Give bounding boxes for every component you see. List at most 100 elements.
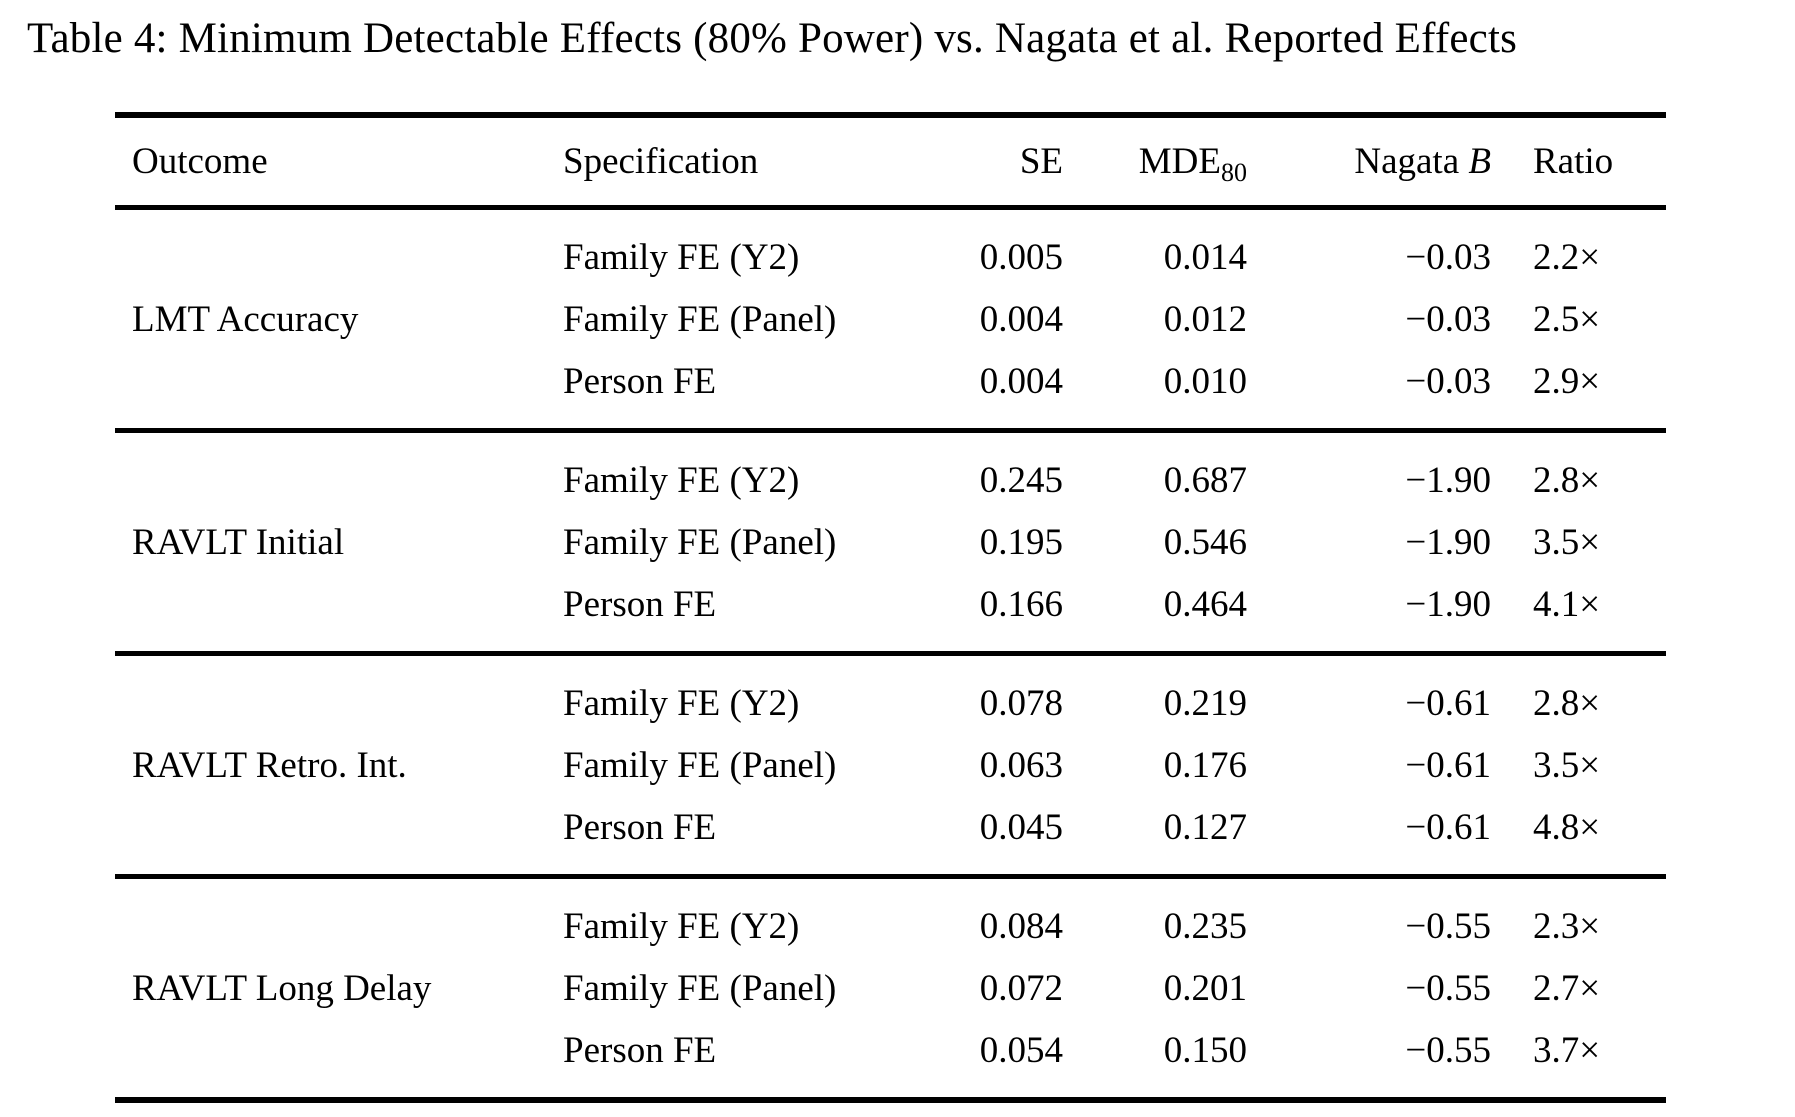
table-caption: Table 4: Minimum Detectable Effects (80%…	[27, 15, 1518, 62]
cell-se: 0.054	[979, 1029, 1063, 1071]
cell-specification: Family FE (Y2)	[563, 905, 800, 947]
outcome-label: LMT Accuracy	[132, 298, 359, 340]
mde-table: Outcome Specification SE MDE80 Nagata B …	[115, 112, 1666, 1103]
cell-mde80: 0.546	[1163, 521, 1247, 563]
outcome-label: RAVLT Long Delay	[132, 967, 432, 1009]
cell-nagata-b: −0.61	[1405, 806, 1491, 848]
cell-ratio: 4.1×	[1533, 583, 1601, 625]
cell-se: 0.078	[979, 682, 1063, 724]
table-row: Family FE (Panel) 0.063 0.176 −0.61 3.5×	[545, 734, 1666, 796]
cell-specification: Person FE	[563, 360, 717, 402]
cell-nagata-b: −1.90	[1405, 521, 1491, 563]
cell-specification: Person FE	[563, 583, 717, 625]
cell-mde80: 0.687	[1163, 459, 1247, 501]
table-row: Person FE 0.054 0.150 −0.55 3.7×	[545, 1019, 1666, 1081]
cell-ratio: 2.3×	[1533, 905, 1601, 947]
column-header-ratio: Ratio	[1533, 141, 1614, 182]
column-header-nagata-b: Nagata B	[1247, 140, 1491, 183]
cell-specification: Family FE (Y2)	[563, 682, 800, 724]
top-rule	[115, 112, 1666, 118]
group-separator-rule	[115, 428, 1666, 433]
cell-specification: Family FE (Panel)	[563, 521, 837, 563]
cell-specification: Family FE (Panel)	[563, 744, 837, 786]
cell-specification: Family FE (Y2)	[563, 236, 800, 278]
cell-se: 0.045	[979, 806, 1063, 848]
table-row: Person FE 0.166 0.464 −1.90 4.1×	[545, 573, 1666, 635]
cell-nagata-b: −1.90	[1405, 583, 1491, 625]
cell-se: 0.005	[979, 236, 1063, 278]
cell-mde80: 0.219	[1163, 682, 1247, 724]
cell-nagata-b: −0.55	[1405, 905, 1491, 947]
cell-specification: Family FE (Panel)	[563, 298, 837, 340]
column-header-se: SE	[1019, 141, 1063, 182]
cell-se: 0.084	[979, 905, 1063, 947]
cell-mde80: 0.201	[1163, 967, 1247, 1009]
cell-mde80: 0.464	[1163, 583, 1247, 625]
cell-ratio: 3.7×	[1533, 1029, 1601, 1071]
cell-ratio: 2.5×	[1533, 298, 1601, 340]
table-row: Family FE (Panel) 0.004 0.012 −0.03 2.5×	[545, 288, 1666, 350]
cell-specification: Family FE (Y2)	[563, 459, 800, 501]
group-separator-rule	[115, 874, 1666, 879]
cell-mde80: 0.014	[1163, 236, 1247, 278]
outcome-label: RAVLT Initial	[132, 521, 345, 563]
cell-nagata-b: −0.55	[1405, 1029, 1491, 1071]
cell-se: 0.072	[979, 967, 1063, 1009]
cell-ratio: 4.8×	[1533, 806, 1601, 848]
header-row: Outcome Specification SE MDE80 Nagata B …	[115, 118, 1666, 205]
column-header-specification: Specification	[563, 141, 759, 182]
header-separator-rule	[115, 205, 1666, 210]
table-row: Family FE (Y2) 0.245 0.687 −1.90 2.8×	[545, 449, 1666, 511]
cell-ratio: 2.7×	[1533, 967, 1601, 1009]
mde-subscript: 80	[1221, 158, 1247, 187]
cell-specification: Family FE (Panel)	[563, 967, 837, 1009]
table-row: Family FE (Y2) 0.005 0.014 −0.03 2.2×	[545, 226, 1666, 288]
column-header-mde80: MDE80	[1063, 140, 1247, 186]
cell-se: 0.004	[979, 298, 1063, 340]
cell-ratio: 2.2×	[1533, 236, 1601, 278]
cell-nagata-b: −0.61	[1405, 682, 1491, 724]
column-header-outcome: Outcome	[132, 141, 268, 182]
cell-mde80: 0.235	[1163, 905, 1247, 947]
cell-nagata-b: −0.03	[1405, 360, 1491, 402]
cell-ratio: 3.5×	[1533, 521, 1601, 563]
cell-nagata-b: −0.61	[1405, 744, 1491, 786]
cell-mde80: 0.176	[1163, 744, 1247, 786]
cell-mde80: 0.150	[1163, 1029, 1247, 1071]
cell-mde80: 0.010	[1163, 360, 1247, 402]
mde-label: MDE	[1138, 141, 1221, 182]
bottom-rule	[115, 1097, 1666, 1103]
cell-se: 0.245	[979, 459, 1063, 501]
nagata-label: Nagata	[1354, 141, 1460, 182]
outcome-group-ravlt-retro-int: RAVLT Retro. Int. Family FE (Y2) 0.078 0…	[115, 656, 1666, 874]
cell-ratio: 2.9×	[1533, 360, 1601, 402]
cell-ratio: 2.8×	[1533, 459, 1601, 501]
cell-se: 0.004	[979, 360, 1063, 402]
table-row: Family FE (Panel) 0.195 0.546 −1.90 3.5×	[545, 511, 1666, 573]
outcome-group-lmt-accuracy: LMT Accuracy Family FE (Y2) 0.005 0.014 …	[115, 210, 1666, 428]
outcome-group-ravlt-initial: RAVLT Initial Family FE (Y2) 0.245 0.687…	[115, 433, 1666, 651]
table-row: Person FE 0.004 0.010 −0.03 2.9×	[545, 350, 1666, 412]
cell-se: 0.195	[979, 521, 1063, 563]
cell-ratio: 3.5×	[1533, 744, 1601, 786]
outcome-group-ravlt-long-delay: RAVLT Long Delay Family FE (Y2) 0.084 0.…	[115, 879, 1666, 1097]
cell-se: 0.063	[979, 744, 1063, 786]
cell-se: 0.166	[979, 583, 1063, 625]
cell-specification: Person FE	[563, 1029, 717, 1071]
cell-nagata-b: −0.55	[1405, 967, 1491, 1009]
cell-ratio: 2.8×	[1533, 682, 1601, 724]
table-row: Family FE (Panel) 0.072 0.201 −0.55 2.7×	[545, 957, 1666, 1019]
table-row: Family FE (Y2) 0.078 0.219 −0.61 2.8×	[545, 672, 1666, 734]
cell-mde80: 0.012	[1163, 298, 1247, 340]
cell-nagata-b: −0.03	[1405, 236, 1491, 278]
cell-mde80: 0.127	[1163, 806, 1247, 848]
nagata-b-variable: B	[1468, 141, 1491, 182]
table-row: Person FE 0.045 0.127 −0.61 4.8×	[545, 796, 1666, 858]
outcome-label: RAVLT Retro. Int.	[132, 744, 407, 786]
group-separator-rule	[115, 651, 1666, 656]
cell-nagata-b: −1.90	[1405, 459, 1491, 501]
table-row: Family FE (Y2) 0.084 0.235 −0.55 2.3×	[545, 895, 1666, 957]
cell-nagata-b: −0.03	[1405, 298, 1491, 340]
cell-specification: Person FE	[563, 806, 717, 848]
